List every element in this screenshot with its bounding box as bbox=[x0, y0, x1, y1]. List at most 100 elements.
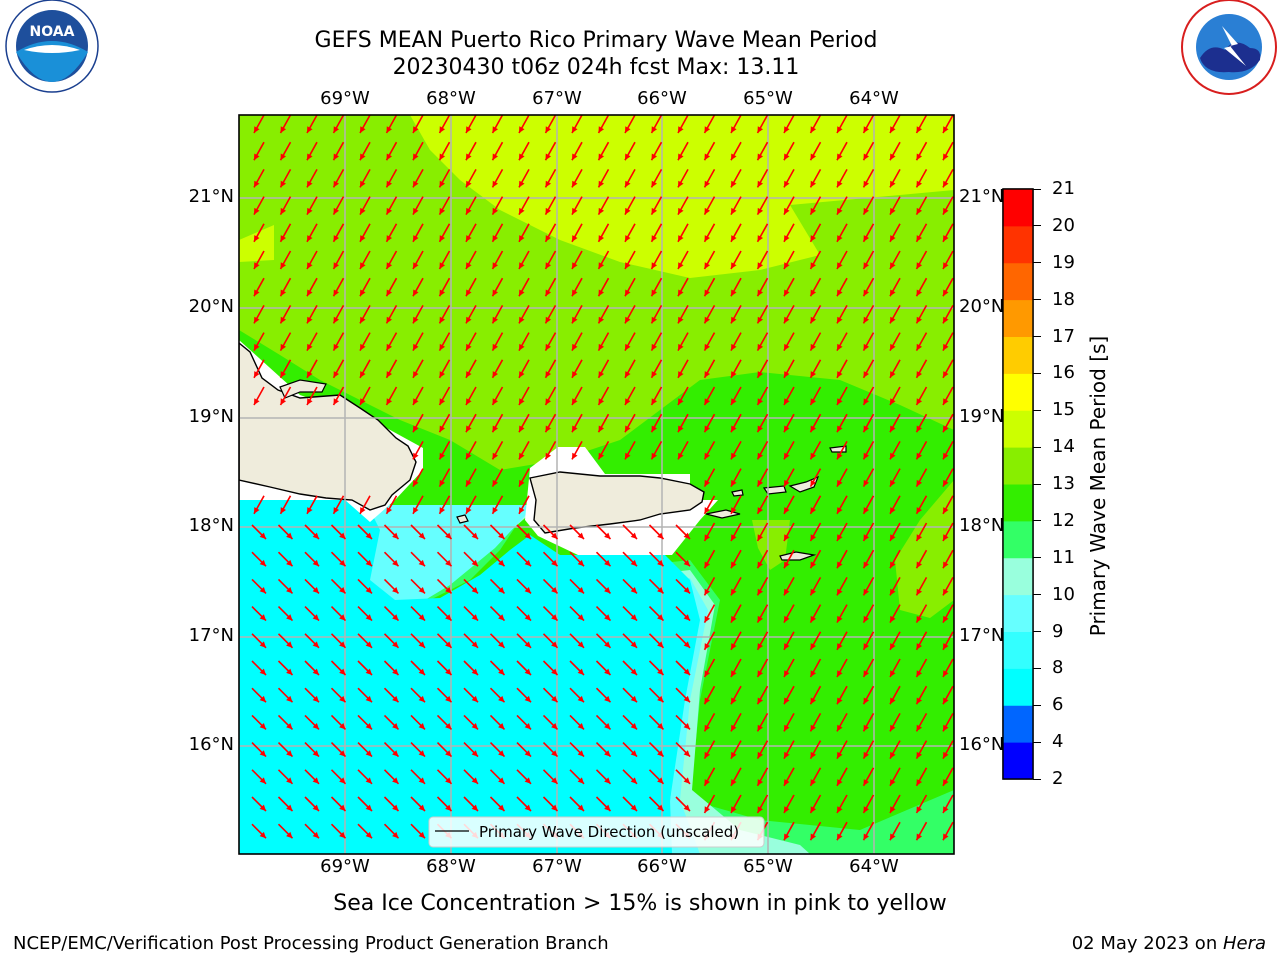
wave-arrow-head bbox=[365, 559, 372, 567]
wave-arrow-head bbox=[863, 262, 870, 269]
wave-arrow-head bbox=[604, 777, 611, 784]
wave-arrow-head bbox=[524, 695, 531, 703]
wave-arrow-head bbox=[259, 587, 266, 594]
wave-arrow-head bbox=[392, 831, 399, 839]
wave-arrow-head bbox=[890, 534, 896, 541]
wave-arrow-head bbox=[439, 289, 446, 297]
wave-arrow-head bbox=[392, 668, 399, 675]
wave-arrow-head bbox=[418, 750, 425, 757]
wave-arrow-head bbox=[312, 695, 319, 703]
wave-arrow-head bbox=[545, 343, 552, 351]
wave-arrow-head bbox=[551, 559, 558, 567]
wave-arrow-head bbox=[418, 532, 425, 539]
wave-arrow-head bbox=[551, 723, 558, 730]
wave-arrow-head bbox=[598, 289, 605, 297]
wave-arrow-head bbox=[757, 479, 764, 487]
footer-machine: Hera bbox=[1222, 933, 1266, 954]
wave-arrow-head bbox=[254, 289, 260, 297]
lat-label-left: 21°N bbox=[188, 186, 234, 207]
wave-arrow-head bbox=[784, 425, 790, 433]
wave-arrow-head bbox=[678, 452, 684, 460]
wave-arrow-head bbox=[890, 398, 896, 405]
wave-arrow-head bbox=[837, 262, 843, 269]
wave-arrow-head bbox=[731, 207, 737, 215]
wave-arrow-head bbox=[572, 316, 578, 324]
wave-arrow-head bbox=[386, 207, 393, 215]
wave-arrow-head bbox=[545, 371, 552, 378]
wave-arrow-head bbox=[731, 615, 737, 623]
wave-arrow-head bbox=[280, 126, 287, 133]
wave-arrow-head bbox=[471, 750, 478, 757]
wave-arrow-head bbox=[704, 670, 711, 677]
lat-label-left: 19°N bbox=[188, 406, 234, 427]
wave-arrow-head bbox=[339, 695, 346, 703]
wave-arrow-head bbox=[890, 615, 896, 623]
wave-arrow-head bbox=[916, 479, 923, 487]
wave-arrow-head bbox=[784, 262, 790, 269]
wave-arrow-head bbox=[625, 343, 631, 351]
wave-arrow-head bbox=[943, 615, 949, 623]
wave-arrow-head bbox=[757, 615, 764, 623]
wave-arrow-head bbox=[418, 777, 425, 784]
wave-arrow-head bbox=[498, 641, 505, 648]
wave-arrow-head bbox=[784, 643, 790, 650]
colorbar-tick-mark bbox=[1033, 631, 1041, 632]
wave-arrow-head bbox=[519, 289, 525, 297]
wave-arrow-head bbox=[863, 507, 870, 514]
lon-label-top: 66°W bbox=[637, 88, 687, 109]
wave-arrow-head bbox=[259, 804, 266, 811]
wave-arrow-head bbox=[439, 452, 446, 460]
wave-arrow-head bbox=[471, 614, 478, 621]
wave-arrow-head bbox=[731, 779, 737, 786]
wave-arrow-head bbox=[307, 507, 313, 514]
wave-arrow-head bbox=[498, 559, 505, 567]
wave-arrow-head bbox=[413, 180, 419, 188]
colorbar-tick-label: 12 bbox=[1052, 509, 1075, 531]
wave-arrow-head bbox=[863, 643, 870, 650]
wave-arrow-head bbox=[683, 614, 690, 621]
wave-arrow-head bbox=[657, 804, 664, 811]
lat-label-right: 20°N bbox=[959, 296, 1005, 317]
wave-arrow-head bbox=[286, 804, 293, 811]
wave-arrow-head bbox=[630, 668, 637, 675]
wave-arrow-head bbox=[577, 668, 584, 675]
graticule bbox=[239, 115, 954, 854]
wave-arrow-head bbox=[943, 779, 949, 786]
wave-arrow-head bbox=[625, 126, 631, 133]
noaa-logo-text: NOAA bbox=[30, 24, 75, 40]
wave-arrow-head bbox=[333, 398, 340, 405]
wave-arrow-head bbox=[519, 126, 525, 133]
wave-arrow-head bbox=[757, 398, 764, 405]
lon-label-bottom: 69°W bbox=[320, 856, 370, 877]
wave-arrow-head bbox=[445, 559, 452, 567]
wave-arrow-head bbox=[418, 831, 425, 839]
wave-arrow-head bbox=[254, 398, 260, 405]
wave-arrow-head bbox=[916, 153, 923, 161]
wave-arrow-head bbox=[524, 804, 531, 811]
wave-arrow-head bbox=[943, 806, 949, 813]
wave-arrow-head bbox=[280, 180, 287, 188]
wave-arrow-head bbox=[890, 479, 896, 487]
virgin-islands-land bbox=[731, 475, 820, 497]
wave-arrow-head bbox=[943, 425, 949, 433]
wave-arrow-head bbox=[492, 207, 499, 215]
field-12-13-east bbox=[895, 480, 954, 618]
wave-arrow-head bbox=[810, 724, 817, 732]
wave-arrow-head bbox=[312, 559, 319, 567]
wave-arrow-head bbox=[683, 532, 690, 539]
colorbar-tick-mark bbox=[1033, 262, 1041, 264]
wave-arrow-head bbox=[943, 588, 949, 596]
wave-arrow-head bbox=[943, 262, 949, 269]
wave-arrow-head bbox=[625, 316, 631, 324]
wave-arrow-head bbox=[254, 507, 260, 514]
colorbar-tick-label: 21 bbox=[1052, 178, 1075, 199]
wave-arrow-head bbox=[445, 668, 452, 675]
wave-arrow-head bbox=[604, 750, 611, 757]
wave-arrow-head bbox=[837, 751, 843, 759]
wave-arrow-head bbox=[837, 779, 843, 786]
colorbar-tick-label: 4 bbox=[1052, 731, 1064, 753]
wave-arrow-head bbox=[784, 697, 790, 705]
wave-arrow-head bbox=[757, 806, 764, 813]
wave-arrow-head bbox=[466, 425, 472, 433]
wave-arrow-head bbox=[943, 371, 949, 378]
